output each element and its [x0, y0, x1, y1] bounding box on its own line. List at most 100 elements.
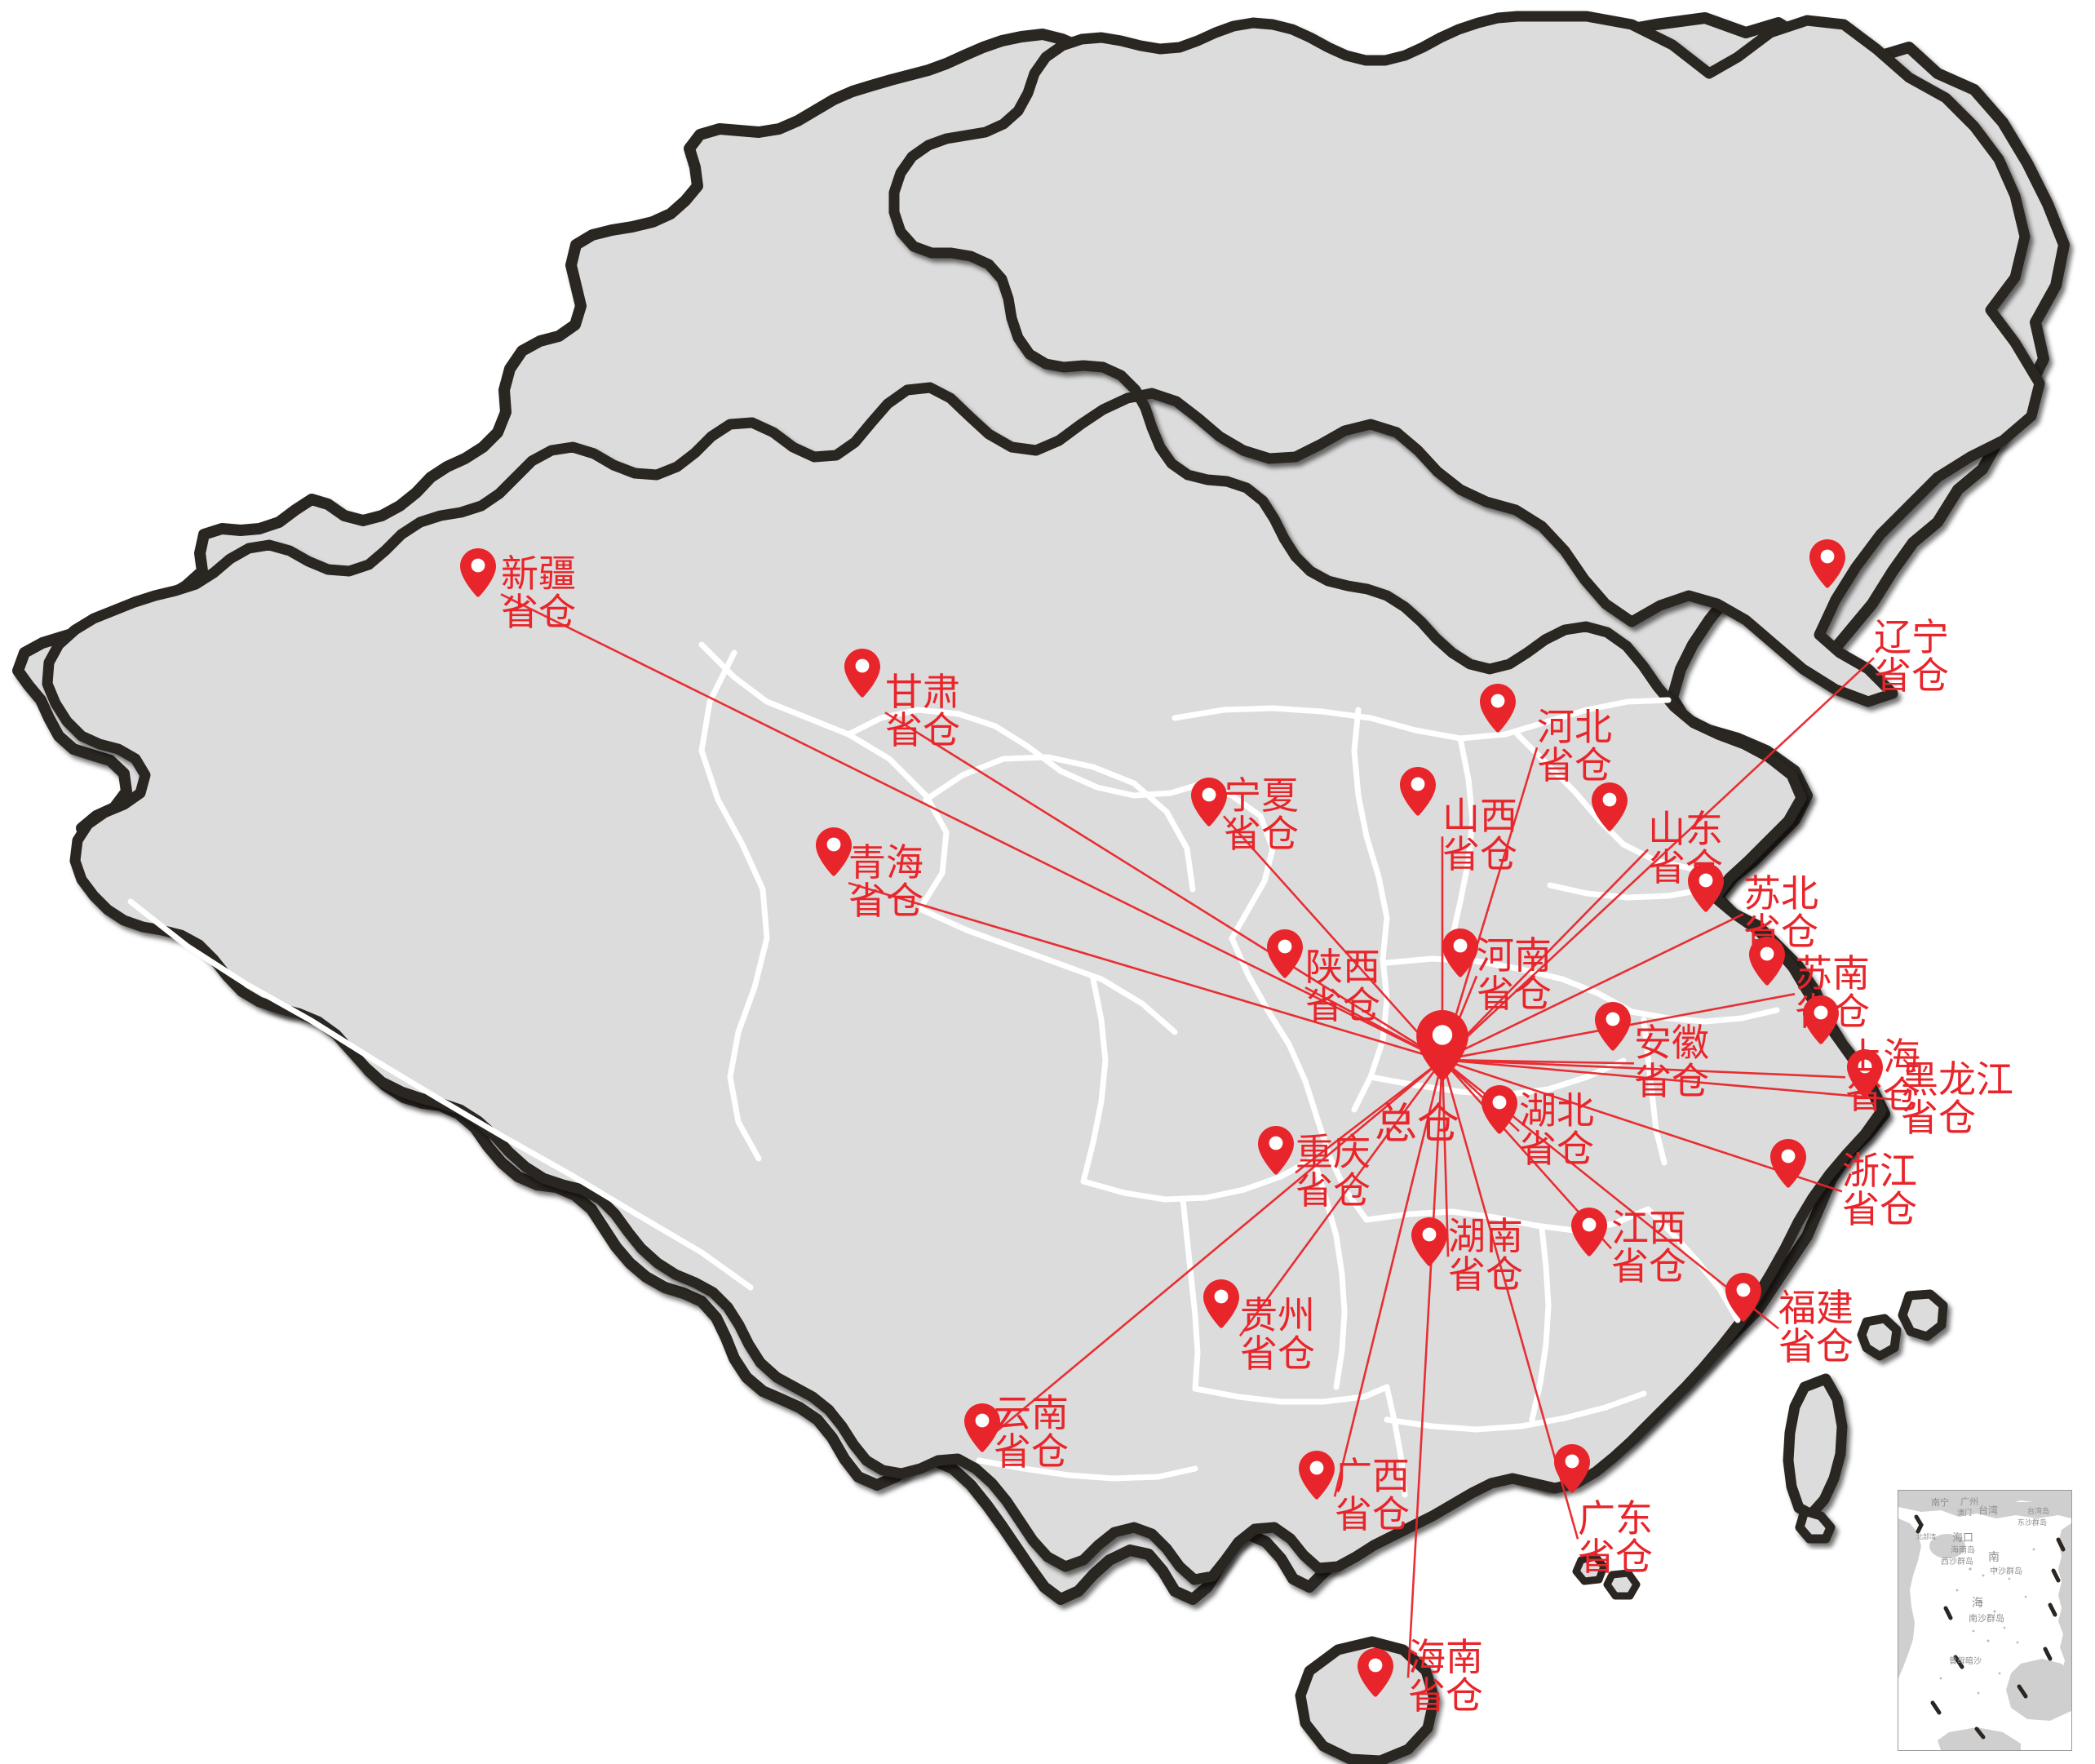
divider-hubei-south	[1363, 1206, 1651, 1234]
label-line-1: 山西	[1442, 795, 1517, 837]
marker-anhui[interactable]	[1595, 1002, 1631, 1051]
marker-shanghai[interactable]	[1803, 995, 1839, 1044]
divider-guangxi-east	[1384, 1384, 1408, 1498]
marker-zhejiang[interactable]	[1770, 1139, 1806, 1188]
connection-line-ningxia	[1223, 815, 1443, 1061]
label-line-1: 新疆	[501, 552, 576, 595]
divider-anhui-east	[1641, 1017, 1668, 1166]
label-line-1: 安徽	[1634, 1022, 1709, 1064]
inset-hainan	[1929, 1534, 1965, 1558]
marker-shandong[interactable]	[1592, 782, 1628, 831]
connection-line-anhui	[1442, 1058, 1635, 1065]
marker-gansu[interactable]	[844, 649, 880, 698]
label-line-1: 福建	[1778, 1287, 1854, 1329]
label-line-1: 湖北	[1519, 1089, 1594, 1132]
label-line-2: 省仓	[501, 590, 576, 633]
inset-label: 台湾	[1978, 1504, 1998, 1516]
inset-label: 南沙群岛	[1969, 1612, 2004, 1624]
marker-shanxi[interactable]	[1400, 767, 1436, 816]
label-line-1: 河南	[1477, 934, 1552, 977]
inset-malaysia	[1938, 1727, 2021, 1750]
marker-label-hebei: 河北 省仓	[1537, 708, 1612, 785]
connection-line-heilongjiang	[1442, 1058, 1902, 1101]
label-line-2: 省仓	[1240, 1332, 1315, 1375]
divider-hubei-west	[1302, 1078, 1370, 1223]
taiwan-island	[1783, 1373, 1848, 1520]
label-line-2: 省仓	[994, 1429, 1069, 1473]
label-line-2: 省仓	[848, 879, 923, 922]
divider-jiangsu-south	[1628, 1007, 1780, 1025]
marker-ningxia[interactable]	[1191, 778, 1227, 827]
connection-line-guangxi	[1333, 1059, 1444, 1497]
penghu-island	[1795, 1506, 1836, 1544]
inset-philippines	[2058, 1523, 2071, 1696]
divider-shanxi-west	[1351, 707, 1390, 962]
marker-label-qinghai: 青海 省仓	[848, 844, 923, 920]
marker-chongqing[interactable]	[1258, 1126, 1294, 1175]
marker-liaoning[interactable]	[1809, 539, 1845, 588]
china-territory	[42, 11, 2045, 1585]
marker-label-shanxi: 山西 省仓	[1442, 797, 1517, 874]
marker-yunnan[interactable]	[964, 1403, 1000, 1452]
inset-reefs	[1939, 1548, 2035, 1695]
marker-label-guangdong: 广东 省仓	[1578, 1500, 1653, 1576]
inset-label: 广州	[1960, 1496, 1978, 1507]
marker-fujian[interactable]	[1725, 1273, 1761, 1322]
marker-label-hunan: 湖南 省仓	[1448, 1217, 1523, 1294]
label-line-2: 省仓	[1842, 1187, 1917, 1230]
label-line-2: 省仓	[1537, 743, 1612, 787]
marker-guangdong[interactable]	[1554, 1444, 1590, 1493]
marker-hubei[interactable]	[1482, 1085, 1517, 1134]
label-line-2: 省仓	[1305, 983, 1380, 1026]
label-line-1: 贵州	[1240, 1294, 1315, 1336]
divider-tibet-south	[127, 898, 754, 1291]
label-line-2: 省仓	[1335, 1492, 1410, 1536]
divider-ningxia	[1200, 780, 1276, 942]
label-line-1: 河北	[1537, 706, 1612, 748]
marker-label-shanghai: 上海 省仓	[1845, 1038, 1920, 1115]
label-line-1: 苏南	[1795, 952, 1870, 995]
marker-label-anhui: 安徽 省仓	[1634, 1024, 1709, 1101]
divider-inner-mongolia	[1172, 697, 1672, 742]
marker-jiangxi[interactable]	[1571, 1208, 1607, 1257]
marker-label-fujian: 福建 省仓	[1778, 1289, 1854, 1366]
label-line-2: 省仓	[1778, 1324, 1854, 1367]
divider-sichuan-south	[1080, 1155, 1317, 1203]
marker-hebei[interactable]	[1480, 684, 1516, 733]
inset-label: 北部湾	[1916, 1532, 1936, 1540]
marker-heilongjiang[interactable]	[1847, 1049, 1883, 1098]
marker-label-liaoning: 辽宁 省仓	[1874, 618, 1949, 695]
island-small-1	[1857, 1314, 1902, 1361]
marker-label-yunnan: 云南 省仓	[994, 1394, 1069, 1471]
connection-line-yunnan	[993, 1059, 1443, 1435]
label-line-2: 省仓	[1578, 1535, 1653, 1578]
divider-sichuan-west	[1080, 976, 1109, 1185]
divider-shaanxi-east	[1351, 955, 1390, 1113]
marker-henan[interactable]	[1442, 929, 1478, 977]
south-china-sea-inset: 南宁 广州 澳门 台湾 台湾岛 东沙群岛 海口 海南岛 北部湾 西沙群岛 南中沙群岛海南沙群岛 曾母暗…	[1898, 1490, 2072, 1751]
inset-nine-dash-line	[1914, 1514, 2066, 1740]
label-line-2: 省仓	[885, 708, 960, 751]
marker-guizhou[interactable]	[1203, 1279, 1239, 1328]
marker-shaanxi[interactable]	[1267, 929, 1303, 978]
connection-line-liaoning	[1442, 657, 1875, 1061]
label-line-2: 省仓	[1519, 1127, 1594, 1170]
marker-label-henan: 河南 省仓	[1477, 937, 1552, 1013]
marker-qinghai[interactable]	[816, 827, 852, 876]
label-line-1: 青海	[848, 841, 923, 884]
marker-guangxi[interactable]	[1299, 1451, 1335, 1500]
marker-sunan[interactable]	[1749, 937, 1785, 986]
inset-label: 澳门	[1957, 1508, 1972, 1517]
marker-main-warehouse[interactable]	[1416, 1010, 1468, 1081]
connection-line-hunan	[1441, 1059, 1450, 1257]
label-line-2: 省仓	[1874, 654, 1949, 697]
marker-xinjiang[interactable]	[460, 548, 496, 597]
connection-line-hainan	[1406, 1059, 1444, 1678]
divider-shanxi-east	[1449, 735, 1476, 942]
marker-hainan[interactable]	[1358, 1648, 1393, 1697]
marker-subei[interactable]	[1688, 863, 1724, 912]
marker-hunan[interactable]	[1411, 1217, 1447, 1266]
